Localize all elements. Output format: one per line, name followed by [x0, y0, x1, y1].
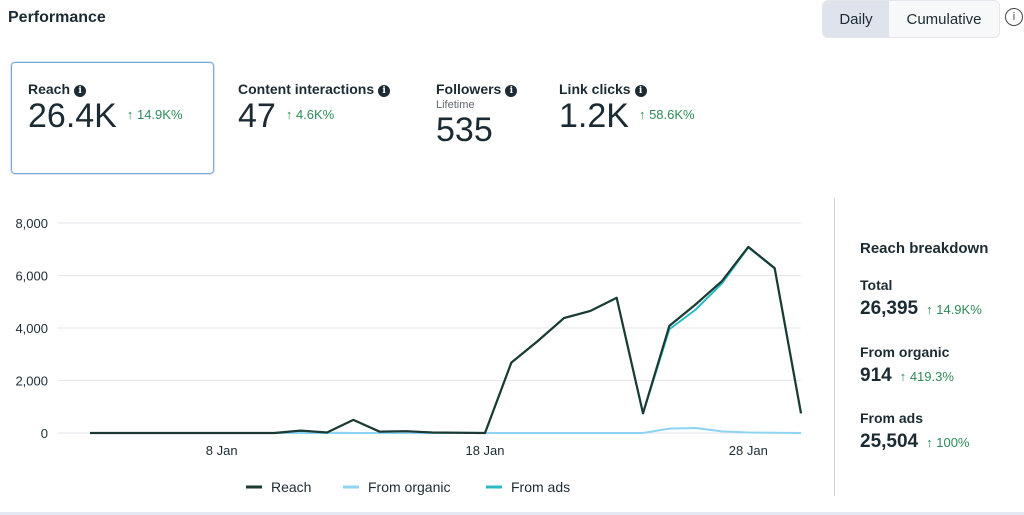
legend-label: From ads — [511, 479, 570, 495]
metric-card-followers[interactable]: Followers i Lifetime 535 — [436, 62, 546, 172]
metric-card-content-interactions[interactable]: Content interactions i 47 ↑ 4.6K% — [238, 62, 418, 172]
metric-sublabel: Lifetime — [436, 99, 475, 111]
metric-value: 535 — [436, 111, 493, 149]
breakdown-organic: From organic 914 ↑ 419.3% — [860, 344, 954, 387]
cumulative-button[interactable]: Cumulative — [889, 1, 999, 37]
breakdown-change: ↑ 14.9K% — [926, 302, 982, 317]
metric-label: Reach — [28, 81, 71, 97]
info-icon[interactable]: i — [505, 85, 518, 97]
y-tick-label: 2,000 — [15, 374, 48, 389]
y-tick-label: 8,000 — [15, 216, 48, 231]
metric-card-reach[interactable]: Reach i 26.4K ↑ 14.9K% — [11, 62, 214, 174]
series-line-reach — [90, 245, 803, 435]
metric-change: ↑ 58.6K% — [638, 107, 695, 122]
metric-value: 47 — [238, 97, 276, 135]
metric-value: 26.4K — [28, 97, 117, 135]
breakdown-label: Total — [860, 277, 893, 293]
page-title: Performance — [8, 9, 106, 26]
info-icon[interactable]: i — [634, 85, 647, 97]
view-toggle: Daily Cumulative — [822, 0, 1000, 38]
legend-label: Reach — [271, 479, 311, 495]
y-tick-label: 4,000 — [15, 321, 48, 336]
breakdown-label: From organic — [860, 344, 950, 360]
x-tick-label: 28 Jan — [729, 443, 768, 458]
bottom-border — [0, 512, 1024, 515]
metric-value: 1.2K — [559, 97, 629, 135]
breakdown-total: Total 26,395 ↑ 14.9K% — [860, 277, 982, 320]
info-icon[interactable]: i — [74, 85, 87, 97]
breakdown-label: From ads — [860, 410, 924, 426]
reach-line-chart: 0 2,000 4,000 6,000 8,000 8 Jan 18 Jan 28 Jan Re… — [15, 216, 803, 495]
metric-card-link-clicks[interactable]: Link clicks i 1.2K ↑ 58.6K% — [559, 62, 729, 172]
info-icon[interactable]: i — [378, 85, 391, 97]
breakdown-ads: From ads 25,504 ↑ 100% — [860, 410, 970, 453]
x-tick-label: 18 Jan — [465, 443, 504, 458]
y-tick-label: 6,000 — [15, 269, 48, 284]
metric-change: ↑ 4.6K% — [285, 107, 335, 122]
x-tick-label: 8 Jan — [206, 443, 238, 458]
metric-label: Followers — [436, 81, 502, 97]
divider — [834, 198, 835, 496]
breakdown-value: 26,395 — [860, 298, 919, 319]
daily-button[interactable]: Daily — [823, 1, 889, 37]
metric-label: Link clicks — [559, 81, 631, 97]
legend-label: From organic — [368, 479, 450, 495]
y-tick-label: 0 — [41, 426, 48, 441]
info-circle-icon[interactable]: i — [1005, 8, 1023, 26]
metric-change: ↑ 14.9K% — [126, 107, 183, 122]
breakdown-value: 914 — [860, 365, 892, 386]
metric-label: Content interactions — [238, 81, 375, 97]
breakdown-change: ↑ 419.3% — [899, 369, 954, 384]
breakdown-value: 25,504 — [860, 431, 919, 452]
breakdown-change: ↑ 100% — [926, 435, 970, 450]
breakdown-title: Reach breakdown — [860, 240, 989, 257]
